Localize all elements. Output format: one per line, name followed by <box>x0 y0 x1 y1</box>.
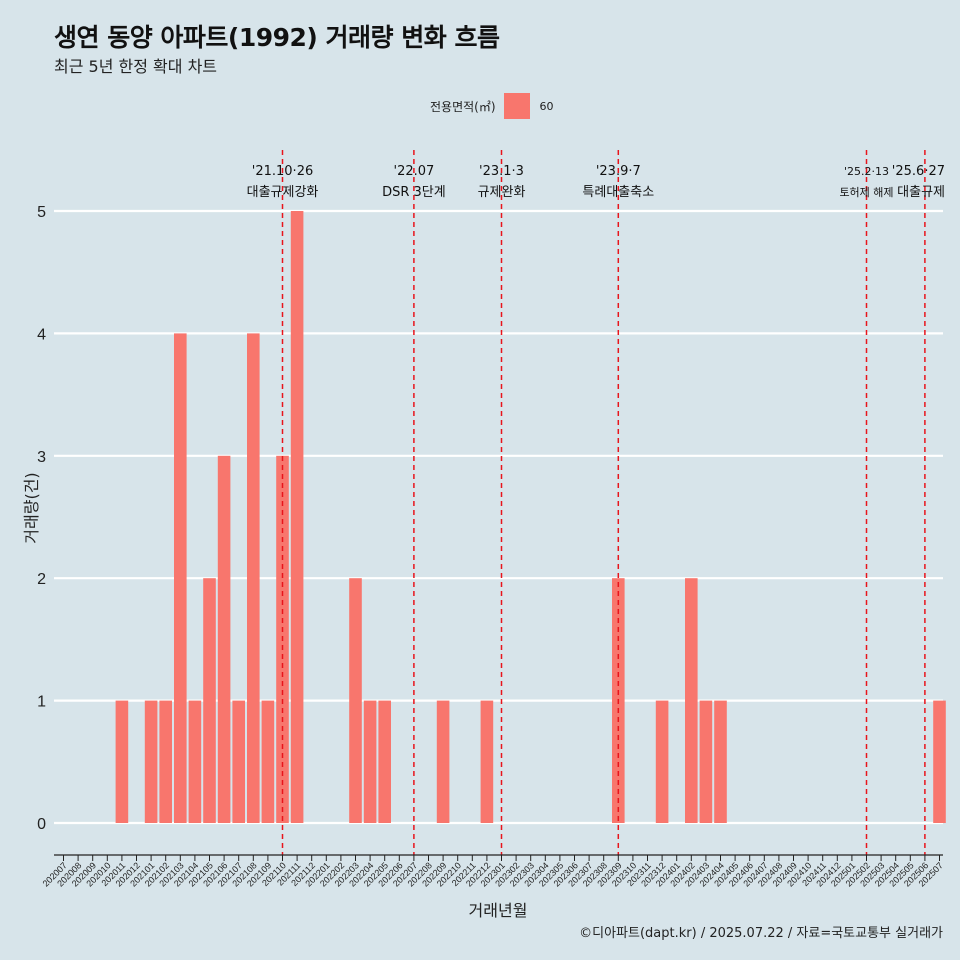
legend-title: 전용면적(㎡) <box>430 99 496 114</box>
bar <box>349 578 362 823</box>
event-date-label: '21.10·26 <box>252 164 313 179</box>
event-name-label: DSR 3단계 <box>382 185 446 200</box>
event-name-label: 규제완화 <box>478 185 526 200</box>
y-tick-label: 4 <box>37 326 46 343</box>
event-name-label: 토허제 해제 <box>839 185 893 199</box>
bar <box>261 700 275 823</box>
y-tick-label: 3 <box>37 449 46 466</box>
legend: 전용면적(㎡) 60 <box>430 93 554 119</box>
chart-subtitle: 최근 5년 한정 확대 차트 <box>54 57 218 76</box>
bar <box>655 700 669 823</box>
bar <box>685 578 698 823</box>
event-name-label: 대출규제 <box>897 185 945 200</box>
event-date-label: '25.2·13 <box>844 165 889 178</box>
bar <box>232 700 245 823</box>
bar <box>188 700 202 823</box>
bar <box>159 700 172 823</box>
event-date-label: '22.07 <box>394 164 435 179</box>
event-date-label: '23.9·7 <box>596 164 641 179</box>
event-name-label: 대출규제강화 <box>247 185 319 200</box>
bar <box>144 700 158 823</box>
y-axis-label: 거래량(건) <box>22 472 41 544</box>
bar <box>933 700 946 823</box>
event-date-label: '23.1·3 <box>479 164 524 179</box>
y-tick-label: 0 <box>37 816 46 833</box>
y-tick-label: 1 <box>37 694 46 711</box>
y-tick-label: 5 <box>37 204 46 221</box>
chart-title: 생연 동양 아파트(1992) 거래량 변화 흐름 <box>54 23 500 52</box>
bar <box>699 700 713 823</box>
bar <box>290 211 304 823</box>
source-caption: ©디아파트(dapt.kr) / 2025.07.22 / 자료=국토교통부 실… <box>579 926 943 941</box>
bar <box>714 700 727 823</box>
event-name-label: 특례대출축소 <box>582 185 654 200</box>
bar <box>203 578 216 823</box>
x-axis-label: 거래년월 <box>468 901 528 920</box>
bar <box>480 700 494 823</box>
bar <box>174 333 187 823</box>
bar <box>217 455 231 823</box>
y-tick-label: 2 <box>37 571 46 588</box>
bar <box>247 333 260 823</box>
legend-label: 60 <box>539 99 554 113</box>
bar <box>378 700 391 823</box>
bar <box>436 700 450 823</box>
legend-swatch <box>503 93 530 119</box>
event-date-label: '25.6·27 <box>892 164 945 179</box>
bar <box>115 700 129 823</box>
bar <box>363 700 377 823</box>
